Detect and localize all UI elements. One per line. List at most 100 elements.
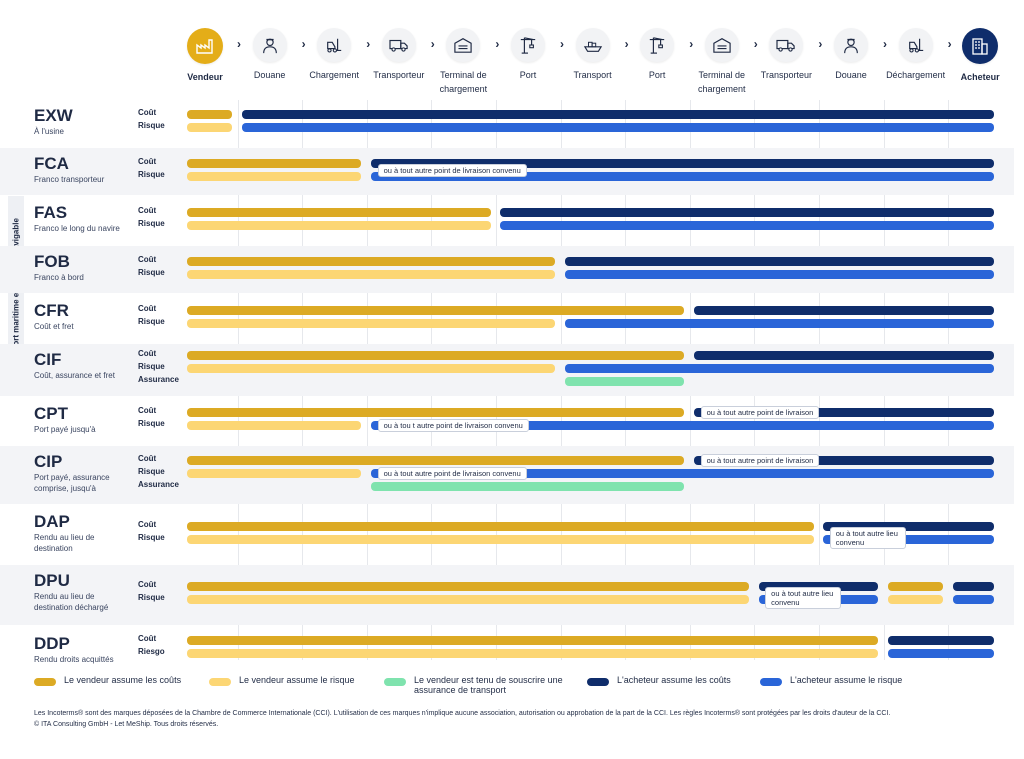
bar-annotation: ou à tou t autre point de livraison conv…	[377, 419, 529, 432]
stage-label: Port	[519, 70, 537, 80]
bar-seller_cost	[187, 456, 685, 465]
stage-label: Port	[648, 70, 666, 80]
stage-7: Transport	[558, 28, 628, 82]
bar-seller_risk	[187, 649, 879, 658]
office-building-icon	[962, 28, 999, 64]
incoterm-code: CIP	[34, 452, 63, 471]
stage-13: Acheteur	[945, 28, 1015, 84]
forklift-icon	[898, 28, 933, 62]
bar-buyer_risk	[241, 123, 995, 132]
legend-item: Le vendeur assume les coûts	[34, 675, 181, 686]
stage-12: Déchargement	[881, 28, 951, 82]
legend-swatch	[384, 678, 406, 686]
legend-label: Le vendeur assume les coûts	[64, 675, 182, 685]
incoterm-code: FCA	[34, 154, 69, 173]
bar-buyer_cost	[241, 110, 995, 119]
row-line-label: Assurance	[138, 375, 179, 384]
stage-5: Terminal de chargement	[428, 28, 498, 96]
chevron-right-icon: ›	[818, 37, 823, 51]
row-line-label: Risque	[138, 121, 165, 130]
incoterm-code: DDP	[34, 634, 70, 653]
incoterm-code: FOB	[34, 252, 70, 271]
row-line-label: Risque	[138, 268, 165, 277]
bar-buyer_cost	[694, 456, 995, 465]
row-line-label: Risque	[138, 170, 165, 179]
stage-label: Acheteur	[960, 72, 1000, 82]
incoterm-code: CFR	[34, 301, 69, 320]
legend-swatch	[34, 678, 56, 686]
stage-10: Transporteur	[751, 28, 821, 82]
row-line-label: Coût	[138, 349, 157, 358]
row-line-label: Risque	[138, 593, 165, 602]
legend-item: Le vendeur assume le risque	[209, 675, 355, 686]
factory-icon	[187, 28, 223, 64]
legend-swatch	[760, 678, 782, 686]
bar-seller_risk	[187, 221, 491, 230]
footer-copyright: © ITA Consulting GmbH - Let MeShip. Tous…	[34, 721, 219, 728]
incoterm-description: Rendu droits acquittés	[34, 655, 114, 664]
stage-2: Douane	[235, 28, 305, 82]
bar-annotation: ou à tout autre point de livraison	[700, 454, 820, 467]
row-background	[0, 246, 1014, 293]
row-line-label: Risque	[138, 467, 165, 476]
bar-seller_cost	[187, 351, 685, 360]
stage-label: Transporteur	[373, 70, 425, 80]
incoterm-description: Rendu au lieu de destination déchargé	[34, 592, 109, 612]
row-line-label: Coût	[138, 520, 157, 529]
bar-buyer_cost	[823, 522, 995, 531]
stage-label: Transport	[573, 70, 612, 80]
bar-insurance	[564, 377, 685, 386]
incoterm-description: Coût, assurance et fret	[34, 371, 115, 380]
row-line-label: Risque	[138, 533, 165, 542]
bar-buyer_cost	[694, 306, 995, 315]
legend-item: L'acheteur assume les coûts	[587, 675, 731, 686]
legend-label: L'acheteur assume les coûts	[617, 675, 731, 685]
incoterm-code: FAS	[34, 203, 68, 222]
legend-swatch	[587, 678, 609, 686]
bar-buyer_risk	[371, 421, 995, 430]
stage-8: Port	[622, 28, 692, 82]
bar-seller_cost	[187, 159, 362, 168]
bar-seller_risk	[887, 595, 943, 604]
stage-11: Douane	[816, 28, 886, 82]
row-line-label: Assurance	[138, 480, 179, 489]
row-line-label: Coût	[138, 255, 157, 264]
incoterm-description: Franco à bord	[34, 273, 84, 282]
incoterm-code: DPU	[34, 571, 70, 590]
stage-label: Terminal de chargement	[698, 70, 746, 94]
bar-buyer_risk	[887, 649, 995, 658]
chevron-right-icon: ›	[689, 37, 694, 51]
bar-buyer_cost	[564, 257, 995, 266]
bar-seller_risk	[187, 535, 814, 544]
row-line-label: Risque	[138, 362, 165, 371]
chevron-right-icon: ›	[947, 37, 952, 51]
chevron-right-icon: ›	[430, 37, 435, 51]
crane-icon	[511, 28, 545, 62]
row-line-label: Coût	[138, 580, 157, 589]
stage-1: Vendeur	[170, 28, 240, 84]
bar-seller_risk	[187, 595, 750, 604]
row-line-label: Coût	[138, 304, 157, 313]
bar-seller_risk	[187, 364, 556, 373]
incoterm-description: Franco le long du navire	[34, 224, 120, 233]
chevron-right-icon: ›	[624, 37, 629, 51]
bar-seller_cost	[187, 522, 814, 531]
legend-swatch	[209, 678, 231, 686]
legend-item: L'acheteur assume le risque	[760, 675, 902, 686]
bar-buyer_risk	[952, 595, 995, 604]
stage-label: Douane	[253, 70, 286, 80]
bar-seller_risk	[187, 123, 233, 132]
bar-seller_risk	[187, 421, 362, 430]
forklift-icon	[317, 28, 352, 62]
bar-seller_cost	[187, 636, 879, 645]
bar-seller_risk	[187, 270, 556, 279]
bar-seller_cost	[187, 208, 491, 217]
bar-buyer_risk	[823, 535, 995, 544]
legend-item: Le vendeur est tenu de souscrire une ass…	[384, 675, 574, 695]
incoterm-code: EXW	[34, 106, 73, 125]
row-line-label: Coût	[138, 157, 157, 166]
bar-seller_cost	[187, 408, 685, 417]
legend-label: Le vendeur assume le risque	[239, 675, 355, 685]
bar-annotation: ou à tout autre lieu convenu	[829, 526, 906, 549]
